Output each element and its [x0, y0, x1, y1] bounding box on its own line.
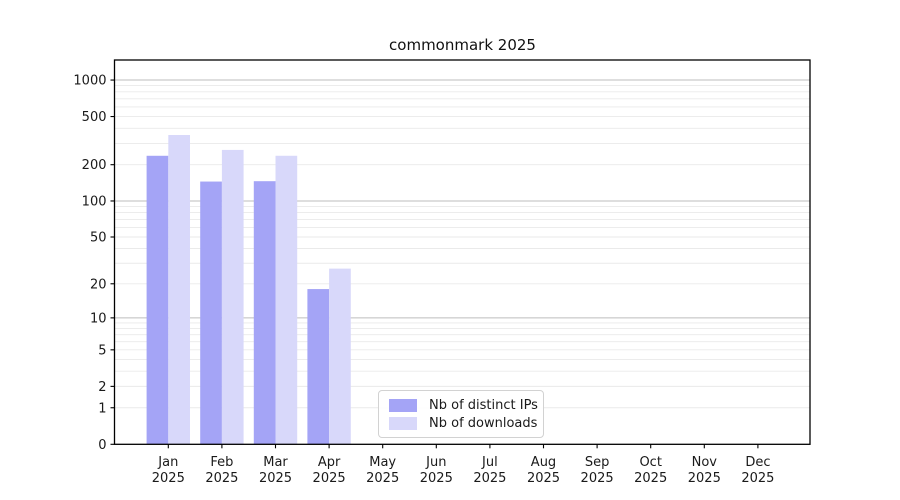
bar-downloads-apr — [329, 268, 351, 445]
x-tick-label: Jan 2025 — [152, 455, 185, 486]
chart-title: commonmark 2025 — [389, 36, 536, 54]
legend-label-distinct-ips: Nb of distinct IPs — [429, 397, 538, 413]
legend-swatch-distinct-ips — [389, 398, 417, 412]
x-tick-label: Sep 2025 — [581, 455, 614, 486]
x-tick-label: Dec 2025 — [741, 455, 774, 486]
y-tick-label: 20 — [90, 277, 107, 292]
x-tick-label: Nov 2025 — [688, 455, 721, 486]
bar-downloads-jan — [168, 135, 190, 445]
x-tick-label: Mar 2025 — [259, 455, 292, 486]
x-tick-label: Feb 2025 — [205, 455, 238, 486]
legend: Nb of distinct IPs Nb of downloads — [378, 390, 544, 438]
bar-distinct-ips-mar — [253, 181, 276, 445]
x-tick-label: Aug 2025 — [527, 455, 560, 486]
x-tick-label: May 2025 — [366, 455, 399, 486]
y-tick-label: 5 — [98, 343, 106, 358]
y-tick-label: 200 — [82, 158, 107, 173]
plot-frame — [113, 59, 811, 445]
y-tick-label: 10 — [90, 311, 107, 326]
x-tick-label: Jul 2025 — [473, 455, 506, 486]
bar-distinct-ips-feb — [200, 181, 222, 445]
bar-downloads-mar — [275, 155, 298, 445]
x-tick-label: Apr 2025 — [313, 455, 346, 486]
y-tick-label: 0 — [98, 438, 106, 453]
y-tick-label: 2 — [98, 380, 106, 395]
y-tick-label: 1 — [98, 401, 106, 416]
legend-item-downloads: Nb of downloads — [385, 414, 538, 432]
x-tick-label: Jun 2025 — [420, 455, 453, 486]
y-tick-label: 1000 — [73, 74, 106, 89]
legend-swatch-downloads — [389, 416, 417, 430]
x-tick-label: Oct 2025 — [634, 455, 667, 486]
bar-distinct-ips-apr — [307, 289, 330, 445]
bar-distinct-ips-jan — [146, 155, 169, 445]
bar-downloads-feb — [221, 149, 244, 445]
y-tick-label: 500 — [82, 110, 107, 125]
legend-item-distinct-ips: Nb of distinct IPs — [385, 396, 538, 414]
y-tick-label: 50 — [90, 231, 107, 246]
legend-label-downloads: Nb of downloads — [429, 415, 538, 431]
y-tick-label: 100 — [82, 194, 107, 209]
